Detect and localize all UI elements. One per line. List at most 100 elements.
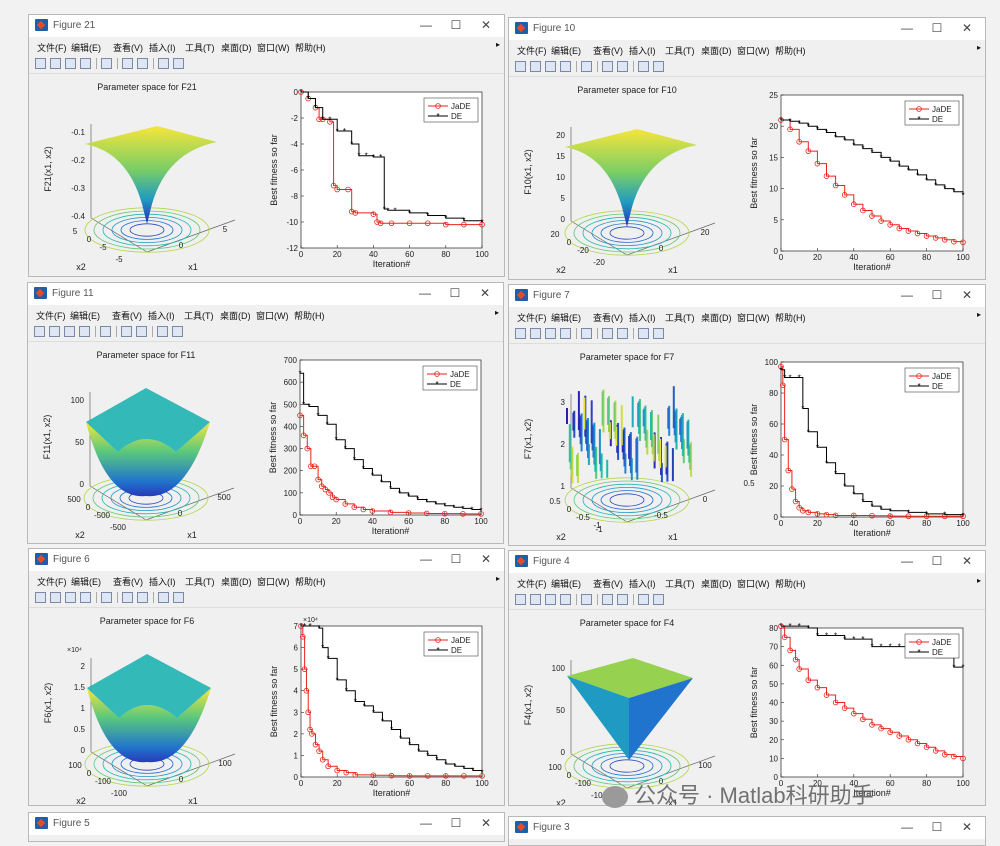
legend-icon[interactable] xyxy=(617,61,628,72)
link-plot-icon[interactable] xyxy=(581,594,592,605)
save-icon[interactable] xyxy=(545,61,556,72)
figure-canvas[interactable]: Parameter space for F11 100 50 0 F11(x1, x2)… xyxy=(28,342,503,543)
menu-item[interactable]: 查看(V) xyxy=(593,46,623,56)
menu-item[interactable]: 窗口(W) xyxy=(737,313,770,323)
pointer-icon[interactable] xyxy=(158,592,169,603)
pointer-icon[interactable] xyxy=(157,326,168,337)
figure-window-f3[interactable]: Figure 3 — ☐ ✕文件(F)编辑(E)查看(V)插入(I)工具(T)桌… xyxy=(508,816,986,846)
link-plot-icon[interactable] xyxy=(101,592,112,603)
menu-item[interactable]: 编辑(E) xyxy=(551,46,581,56)
link-plot-icon[interactable] xyxy=(100,326,111,337)
minimize-button[interactable]: — xyxy=(901,288,913,302)
open-file-icon[interactable] xyxy=(530,328,541,339)
menu-item[interactable]: 插入(I) xyxy=(149,43,176,53)
new-figure-icon[interactable] xyxy=(515,594,526,605)
figure-canvas[interactable]: Parameter space for F21 -0.1 -0.2 -0.3 -0.4 F… xyxy=(29,74,504,276)
menu-item[interactable]: 文件(F) xyxy=(517,313,547,323)
close-button[interactable]: ✕ xyxy=(961,554,973,568)
minimize-button[interactable]: — xyxy=(420,552,432,566)
menu-item[interactable]: 编辑(E) xyxy=(71,43,101,53)
menu-item[interactable]: 桌面(D) xyxy=(701,46,732,56)
menu-item[interactable]: 帮助(H) xyxy=(775,46,806,56)
menu-item[interactable]: 编辑(E) xyxy=(70,311,100,321)
new-figure-icon[interactable] xyxy=(34,326,45,337)
menu-item[interactable]: 文件(F) xyxy=(37,577,67,587)
open-file-icon[interactable] xyxy=(50,592,61,603)
figure-canvas[interactable]: Parameter space for F6 2 1.5 1 0.5 0 ×10⁴ F6(x1… xyxy=(29,608,504,805)
maximize-button[interactable]: ☐ xyxy=(450,18,462,32)
legend-icon[interactable] xyxy=(617,328,628,339)
menu-overflow-icon[interactable]: ▸ xyxy=(976,310,981,319)
print-icon[interactable] xyxy=(79,326,90,337)
new-figure-icon[interactable] xyxy=(35,592,46,603)
open-file-icon[interactable] xyxy=(530,61,541,72)
title-bar[interactable]: Figure 5 — ☐ ✕ xyxy=(29,813,504,835)
menu-item[interactable]: 文件(F) xyxy=(37,43,67,53)
save-icon[interactable] xyxy=(65,592,76,603)
property-inspector-icon[interactable] xyxy=(173,592,184,603)
menu-item[interactable]: 工具(T) xyxy=(185,577,215,587)
menu-item[interactable]: 帮助(H) xyxy=(775,313,806,323)
title-bar[interactable]: Figure 7 — ☐ ✕ xyxy=(509,285,985,307)
print-icon[interactable] xyxy=(80,58,91,69)
close-button[interactable]: ✕ xyxy=(961,820,973,834)
menu-item[interactable]: 帮助(H) xyxy=(295,577,326,587)
menu-item[interactable]: 工具(T) xyxy=(665,46,695,56)
menu-item[interactable]: 查看(V) xyxy=(113,577,143,587)
save-icon[interactable] xyxy=(545,594,556,605)
menu-item[interactable]: 工具(T) xyxy=(185,839,215,841)
menu-item[interactable]: 帮助(H) xyxy=(295,43,326,53)
menu-item[interactable]: 插入(I) xyxy=(629,46,656,56)
minimize-button[interactable]: — xyxy=(901,554,913,568)
figure-window-f7[interactable]: Figure 7 — ☐ ✕ 文件(F) 编辑(E) 查看(V) 插入(I) 工具(T) 桌… xyxy=(508,284,986,546)
pointer-icon[interactable] xyxy=(158,58,169,69)
menu-item[interactable]: 窗口(W) xyxy=(256,311,289,321)
menu-item[interactable]: 查看(V) xyxy=(113,43,143,53)
minimize-button[interactable]: — xyxy=(901,820,913,834)
menu-item[interactable]: 帮助(H) xyxy=(775,579,806,589)
legend-icon[interactable] xyxy=(137,592,148,603)
menu-item[interactable]: 查看(V) xyxy=(112,311,142,321)
menu-overflow-icon[interactable]: ▸ xyxy=(976,576,981,585)
menu-item[interactable]: 编辑(E) xyxy=(71,577,101,587)
menu-item[interactable]: 窗口(W) xyxy=(257,43,290,53)
print-icon[interactable] xyxy=(560,61,571,72)
maximize-button[interactable]: ☐ xyxy=(931,21,943,35)
close-button[interactable]: ✕ xyxy=(961,21,973,35)
menu-overflow-icon[interactable]: ▸ xyxy=(495,40,500,49)
figure-window-f4[interactable]: Figure 4 — ☐ ✕ 文件(F) 编辑(E) 查看(V) 插入(I) 工具(T) 桌… xyxy=(508,550,986,806)
colorbar-icon[interactable] xyxy=(121,326,132,337)
title-bar[interactable]: Figure 10 — ☐ ✕ xyxy=(509,18,985,40)
minimize-button[interactable]: — xyxy=(420,816,432,830)
colorbar-icon[interactable] xyxy=(602,594,613,605)
menu-item[interactable]: 工具(T) xyxy=(184,311,214,321)
property-inspector-icon[interactable] xyxy=(172,326,183,337)
figure-window-f6[interactable]: Figure 6 — ☐ ✕ 文件(F) 编辑(E) 查看(V) 插入(I) 工具(T) 桌… xyxy=(28,548,505,806)
print-icon[interactable] xyxy=(560,328,571,339)
minimize-button[interactable]: — xyxy=(901,21,913,35)
maximize-button[interactable]: ☐ xyxy=(450,816,462,830)
print-icon[interactable] xyxy=(80,592,91,603)
figure-window-f11[interactable]: Figure 11 — ☐ ✕ 文件(F) 编辑(E) 查看(V) 插入(I) 工具(T)… xyxy=(27,282,504,544)
open-file-icon[interactable] xyxy=(49,326,60,337)
maximize-button[interactable]: ☐ xyxy=(449,286,461,300)
figure-window-f10[interactable]: Figure 10 — ☐ ✕ 文件(F) 编辑(E) 查看(V) 插入(I) 工具(T)… xyxy=(508,17,986,280)
open-file-icon[interactable] xyxy=(50,58,61,69)
title-bar[interactable]: Figure 21 — ☐ ✕ xyxy=(29,15,504,37)
menu-item[interactable]: 文件(F) xyxy=(37,839,67,841)
figure-canvas[interactable]: Parameter space for F7 3 2 1 F7(x1, x2) 0.5 0-… xyxy=(509,344,985,545)
property-inspector-icon[interactable] xyxy=(653,328,664,339)
new-figure-icon[interactable] xyxy=(35,58,46,69)
save-icon[interactable] xyxy=(65,58,76,69)
menu-overflow-icon[interactable]: ▸ xyxy=(495,574,500,583)
save-icon[interactable] xyxy=(545,328,556,339)
figure-window-f21[interactable]: Figure 21 — ☐ ✕ 文件(F) 编辑(E) 查看(V) 插入(I) 工具(T)… xyxy=(28,14,505,277)
close-button[interactable]: ✕ xyxy=(480,18,492,32)
close-button[interactable]: ✕ xyxy=(480,816,492,830)
close-button[interactable]: ✕ xyxy=(480,552,492,566)
menu-item[interactable]: 编辑(E) xyxy=(551,579,581,589)
link-plot-icon[interactable] xyxy=(581,328,592,339)
menu-item[interactable]: 插入(I) xyxy=(629,313,656,323)
menu-item[interactable]: 查看(V) xyxy=(593,313,623,323)
close-button[interactable]: ✕ xyxy=(479,286,491,300)
